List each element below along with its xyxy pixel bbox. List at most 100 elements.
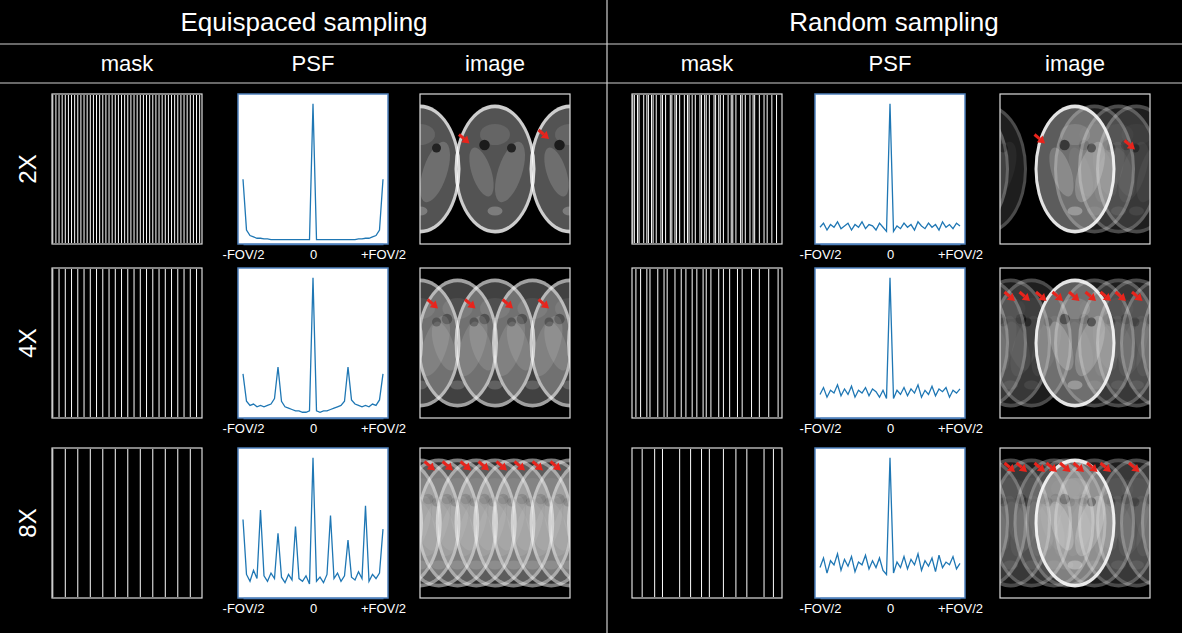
phantom-region: [451, 312, 493, 379]
tick: +FOV/2: [938, 418, 983, 436]
plot-area: [243, 458, 383, 584]
mask-line: [662, 449, 663, 597]
mask-line: [130, 95, 131, 243]
mask-line: [768, 269, 769, 417]
plot-area: [243, 104, 383, 240]
mask-line: [184, 95, 185, 243]
tick-label: +FOV/2: [361, 421, 406, 436]
mask-line: [696, 269, 697, 417]
arrow-shaft: [1101, 463, 1106, 467]
mask-line: [751, 269, 752, 417]
mask-line: [667, 269, 668, 417]
x-axis: -FOV/20+FOV/2: [223, 244, 407, 262]
plot-frame: [238, 448, 388, 598]
arrow: [425, 462, 436, 471]
mask-border: [632, 94, 782, 244]
mask-line: [753, 95, 754, 243]
frame-lines: [0, 0, 1182, 633]
tick-label: -FOV/2: [800, 247, 842, 262]
plot-frame: [815, 94, 965, 244]
image-panel: [420, 448, 570, 598]
mask-line: [68, 95, 69, 243]
mask-line: [637, 95, 638, 243]
mask-line: [674, 95, 675, 243]
phantom: [530, 105, 571, 234]
mask-line: [87, 95, 88, 243]
mask-line: [664, 269, 665, 417]
mask-line: [671, 95, 672, 243]
lesion: [442, 314, 453, 325]
phantom-rim: [1141, 459, 1150, 588]
phantom-region: [427, 319, 461, 374]
background: [0, 0, 1182, 633]
tick-label: 0: [887, 247, 894, 262]
mask-line: [146, 95, 147, 243]
column-header: PSF: [869, 51, 912, 76]
mask-line: [71, 95, 72, 243]
phantom: [1000, 105, 1027, 234]
mask-line: [165, 269, 166, 417]
lesion: [1000, 144, 1008, 153]
phantom-rim: [1096, 105, 1150, 234]
arrow-shaft: [465, 300, 470, 304]
mask-border: [632, 448, 782, 598]
mask-line: [681, 269, 682, 417]
arrow: [1035, 135, 1046, 144]
mask-line: [709, 95, 710, 243]
plot-area: [820, 458, 960, 575]
phantom-region: [1122, 124, 1151, 145]
arrows: [428, 300, 550, 309]
phantom-region: [1035, 499, 1069, 554]
mask-line: [699, 95, 700, 243]
arrow-shaft: [1035, 463, 1040, 467]
figure: Equispaced samplingRandom samplingmaskPS…: [0, 0, 1182, 633]
mask-line: [646, 95, 647, 243]
mask-line: [701, 95, 702, 243]
mask-line: [771, 95, 772, 243]
divider: [0, 43, 1182, 44]
mask-line: [740, 95, 741, 243]
lesion: [1050, 494, 1061, 505]
mask-line: [109, 269, 110, 417]
mask-line: [62, 95, 63, 243]
mask-panel: [632, 268, 782, 418]
mask-background: [632, 94, 782, 244]
arrow-shaft: [443, 462, 448, 466]
row-label: 8X: [14, 508, 41, 537]
phantom: [1141, 459, 1150, 588]
mask-line: [735, 95, 736, 243]
arrow: [539, 300, 550, 309]
lesion: [554, 314, 565, 325]
tick: +FOV/2: [938, 598, 983, 616]
mask-line: [55, 95, 56, 243]
plot-area: [820, 104, 960, 232]
phantom-region: [489, 138, 531, 205]
divider: [606, 0, 607, 633]
phantom-body: [458, 108, 533, 230]
x-axis: -FOV/20+FOV/2: [223, 418, 407, 436]
phantom: [1096, 105, 1150, 234]
mask-line: [701, 449, 702, 597]
mask-line: [706, 269, 707, 417]
tick-label: -FOV/2: [223, 421, 265, 436]
phantom-region: [488, 207, 503, 216]
phantom-body: [420, 282, 495, 404]
mask-line: [190, 95, 191, 243]
arrow-shaft: [497, 462, 502, 466]
mask-line: [692, 269, 693, 417]
arrow-head: [535, 463, 543, 471]
arrow-shaft: [1086, 292, 1091, 296]
tick: -FOV/2: [223, 598, 265, 616]
phantom: [436, 459, 517, 588]
arrow-head: [541, 301, 549, 309]
mask-line: [646, 269, 647, 417]
mask-line: [735, 449, 736, 597]
divider: [0, 82, 1182, 83]
arrow-head: [1062, 464, 1070, 472]
mask-line: [710, 269, 711, 417]
mask-line: [112, 95, 113, 243]
mask-line: [77, 449, 78, 597]
mask-line: [642, 449, 643, 597]
arrow-head: [1131, 464, 1139, 472]
arrow: [497, 462, 508, 471]
